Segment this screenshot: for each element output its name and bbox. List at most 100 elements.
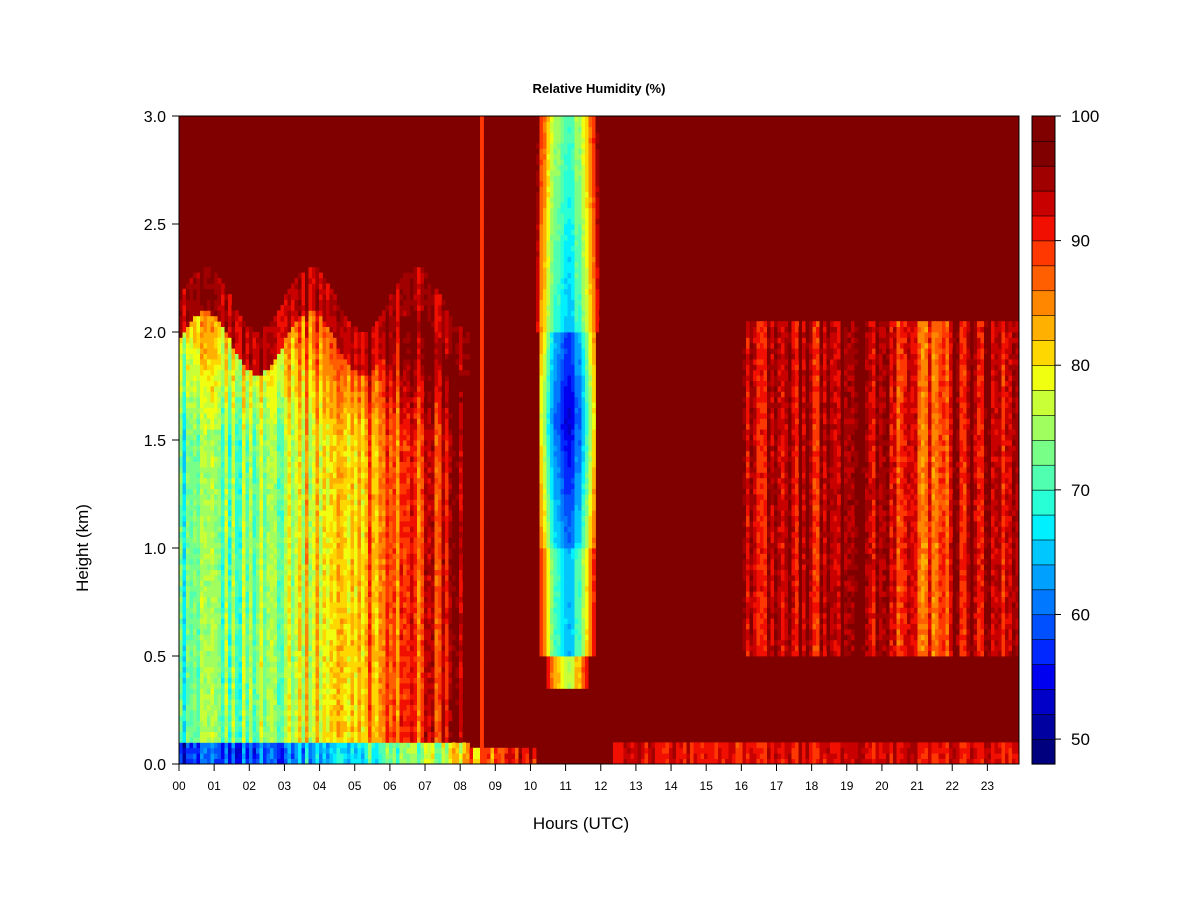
heatmap-cell (182, 483, 187, 489)
heatmap-cell (371, 364, 376, 371)
heatmap-cell (301, 747, 306, 754)
heatmap-cell (301, 315, 306, 322)
heatmap-cell (375, 677, 379, 684)
heatmap-cell (322, 596, 327, 603)
heatmap-cell (259, 494, 264, 500)
heatmap-cell (326, 380, 330, 387)
heatmap-cell (259, 688, 264, 695)
heatmap-cell (319, 467, 323, 473)
heatmap-cell (371, 688, 376, 695)
heatmap-cell (179, 553, 183, 560)
heatmap-cell (217, 288, 222, 295)
heatmap-cell (273, 634, 278, 641)
heatmap-cell (203, 375, 208, 381)
heatmap-cell (371, 332, 376, 338)
heatmap-cell (333, 499, 337, 506)
heatmap-cell (308, 515, 313, 522)
heatmap-cell (224, 461, 229, 468)
heatmap-cell (326, 337, 330, 344)
heatmap-cell (266, 494, 271, 500)
heatmap-cell (347, 623, 351, 630)
heatmap-cell (228, 623, 232, 630)
heatmap-cell (305, 359, 309, 365)
heatmap-cell (329, 342, 334, 349)
heatmap-cell (375, 488, 379, 495)
heatmap-cell (294, 488, 299, 495)
heatmap-cell (368, 699, 372, 705)
heatmap-cell (326, 666, 330, 673)
heatmap-cell (378, 342, 383, 349)
heatmap-cell (238, 472, 243, 479)
heatmap-cell (252, 450, 257, 457)
heatmap-cell (329, 747, 334, 754)
heatmap-cell (224, 634, 229, 641)
heatmap-cell (364, 342, 369, 349)
heatmap-cell (284, 391, 288, 398)
heatmap-cell (308, 747, 313, 754)
heatmap-cell (245, 456, 250, 462)
heatmap-cell (368, 359, 372, 365)
heatmap-cell (375, 715, 379, 722)
heatmap-cell (214, 726, 218, 732)
heatmap-cell (214, 515, 218, 522)
heatmap-cell (354, 396, 358, 403)
heatmap-cell (322, 629, 327, 635)
heatmap-cell (189, 575, 194, 581)
heatmap-cell (259, 758, 264, 765)
heatmap-cell (228, 585, 232, 592)
heatmap-cell (231, 305, 236, 311)
heatmap-cell (336, 688, 341, 695)
heatmap-cell (375, 494, 379, 500)
heatmap-cell (249, 440, 253, 446)
heatmap-cell (319, 494, 323, 500)
heatmap-cell (347, 375, 351, 381)
heatmap-cell (280, 407, 285, 414)
heatmap-cell (179, 710, 183, 716)
heatmap-cell (228, 429, 232, 435)
heatmap-cell (312, 434, 316, 441)
heatmap-cell (263, 737, 267, 743)
heatmap-cell (277, 531, 281, 538)
heatmap-cell (284, 618, 288, 624)
heatmap-cell (375, 650, 379, 657)
heatmap-cell (368, 704, 372, 711)
heatmap-cell (371, 445, 376, 452)
heatmap-cell (270, 537, 274, 543)
heatmap-cell (179, 456, 183, 462)
heatmap-cell (340, 526, 344, 533)
heatmap-cell (371, 666, 376, 673)
heatmap-cell (291, 402, 295, 408)
heatmap-cell (364, 634, 369, 641)
heatmap-cell (340, 494, 344, 500)
heatmap-cell (182, 467, 187, 473)
heatmap-cell (228, 564, 232, 570)
heatmap-cell (347, 612, 351, 619)
heatmap-cell (259, 418, 264, 425)
heatmap-cell (214, 278, 218, 284)
heatmap-cell (238, 564, 243, 570)
heatmap-cell (322, 710, 327, 716)
heatmap-cell (340, 380, 344, 387)
heatmap-cell (364, 332, 369, 338)
heatmap-cell (305, 526, 309, 533)
heatmap-cell (350, 564, 355, 570)
heatmap-cell (259, 607, 264, 614)
heatmap-cell (235, 742, 239, 749)
heatmap-cell (287, 720, 292, 727)
heatmap-cell (284, 715, 288, 722)
heatmap-cell (270, 704, 274, 711)
heatmap-cell (238, 618, 243, 624)
heatmap-cell (368, 332, 372, 338)
heatmap-cell (336, 315, 341, 322)
heatmap-cell (298, 353, 302, 360)
heatmap-cell (329, 375, 334, 381)
heatmap-cell (280, 569, 285, 576)
heatmap-cell (312, 607, 316, 614)
heatmap-cell (196, 726, 201, 732)
heatmap-cell (196, 715, 201, 722)
heatmap-cell (231, 645, 236, 651)
heatmap-cell (294, 558, 299, 565)
heatmap-cell (221, 575, 225, 581)
heatmap-cell (210, 283, 215, 290)
heatmap-cell (305, 656, 309, 662)
